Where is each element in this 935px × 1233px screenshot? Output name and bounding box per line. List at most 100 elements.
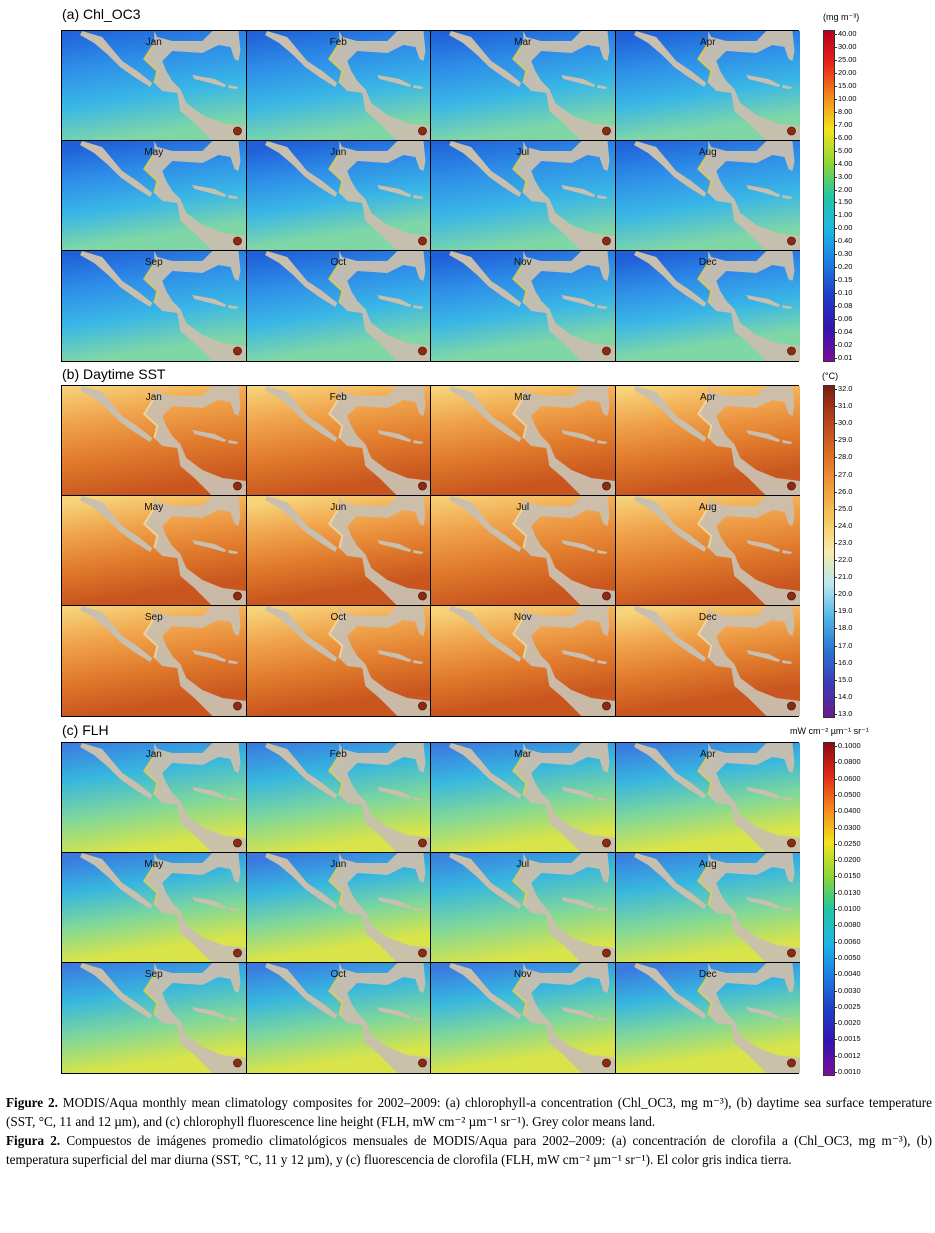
colorbar-ticks-flh: 0.1000 0.0800 0.0600 0.0500 0.0400 0.0300 0.02… bbox=[834, 742, 898, 1076]
colorbar-tick-label: 32.0 bbox=[833, 384, 853, 393]
colorbar-tick-label: 24.0 bbox=[833, 520, 853, 530]
map-tile: Mar bbox=[431, 31, 616, 141]
colorbar-tick-label: 0.01 bbox=[833, 353, 853, 362]
map-tile: Nov bbox=[431, 606, 616, 716]
map-tile: May bbox=[62, 853, 247, 963]
colorbar-tick-label: 0.0012 bbox=[834, 1050, 861, 1060]
map-tile: Oct bbox=[246, 606, 431, 716]
colorbar-tick-label: 27.0 bbox=[833, 469, 853, 479]
month-label: Aug bbox=[698, 147, 717, 158]
month-label: May bbox=[144, 147, 164, 158]
month-label: May bbox=[144, 859, 164, 870]
colorbar-tick-label: 40.00 bbox=[834, 29, 857, 38]
map-tile: Dec bbox=[615, 251, 800, 361]
map-tile: Nov bbox=[431, 251, 616, 361]
colorbar-tick-label: 21.0 bbox=[833, 572, 853, 582]
panel-label-sst: (b) Daytime SST bbox=[62, 366, 166, 382]
month-label: Feb bbox=[329, 37, 347, 48]
month-label: Jun bbox=[330, 859, 347, 870]
colorbar-tick-label: 8.00 bbox=[833, 106, 853, 116]
map-tile: Sep bbox=[62, 963, 247, 1073]
colorbar-tick-label: 13.0 bbox=[833, 709, 853, 718]
map-tile: Dec bbox=[615, 963, 800, 1073]
map-tile: Jan bbox=[62, 743, 247, 853]
month-label: Jul bbox=[516, 502, 530, 513]
month-label: Oct bbox=[330, 257, 347, 268]
colorbar-tick-label: 0.00 bbox=[833, 223, 853, 233]
colorbar-tick-label: 0.0150 bbox=[834, 871, 861, 881]
month-label: Feb bbox=[329, 392, 347, 403]
colorbar-tick-label: 0.0050 bbox=[834, 952, 861, 962]
panel-label-flh: (c) FLH bbox=[62, 722, 109, 738]
month-label: May bbox=[144, 502, 164, 513]
month-label: Jul bbox=[516, 859, 530, 870]
colorbar-tick-label: 0.04 bbox=[833, 327, 853, 337]
map-tile: Feb bbox=[246, 743, 431, 853]
month-label: Apr bbox=[699, 749, 716, 760]
month-label: Jun bbox=[330, 147, 347, 158]
colorbar-ticks-sst: 32.0 31.0 30.0 29.0 28.0 27.0 26.0 25.0 24.0 23.0… bbox=[833, 384, 898, 718]
colorbar-tick-label: 22.0 bbox=[833, 555, 853, 565]
colorbar-tick-label: 6.00 bbox=[833, 132, 853, 142]
map-tile: Feb bbox=[246, 386, 431, 496]
map-tile: Jul bbox=[431, 141, 616, 251]
colorbar-tick-label: 1.00 bbox=[833, 210, 853, 220]
colorbar-tick-label: 3.00 bbox=[833, 171, 853, 181]
colorbar-tick-label: 0.0500 bbox=[834, 789, 861, 799]
map-tile: Jun bbox=[246, 853, 431, 963]
caption: Figure 2. MODIS/Aqua monthly mean climat… bbox=[6, 1093, 932, 1169]
month-label: Mar bbox=[514, 749, 532, 760]
caption-es-label: Figura 2. bbox=[6, 1133, 61, 1148]
month-label: Mar bbox=[514, 392, 532, 403]
colorbar-tick-label: 0.0040 bbox=[834, 969, 861, 979]
colorbar-tick-label: 16.0 bbox=[833, 657, 853, 667]
colorbar-tick-label: 19.0 bbox=[833, 606, 853, 616]
colorbar-tick-label: 0.0025 bbox=[834, 1001, 861, 1011]
month-label: Jan bbox=[145, 749, 162, 760]
month-label: Aug bbox=[698, 859, 717, 870]
map-tile: Sep bbox=[62, 606, 247, 716]
map-tile: Aug bbox=[615, 496, 800, 606]
colorbar-tick-label: 5.00 bbox=[833, 145, 853, 155]
colorbar-tick-label: 18.0 bbox=[833, 623, 853, 633]
caption-spanish: Figura 2. Compuestos de imágenes promedi… bbox=[6, 1131, 932, 1169]
map-tile: Jul bbox=[431, 853, 616, 963]
colorbar-tick-label: 10.00 bbox=[834, 93, 857, 103]
map-tile: May bbox=[62, 141, 247, 251]
map-tile: Apr bbox=[615, 31, 800, 141]
map-tile: Nov bbox=[431, 963, 616, 1073]
month-label: Aug bbox=[698, 502, 717, 513]
month-label: Oct bbox=[330, 612, 347, 623]
month-label: Mar bbox=[514, 37, 532, 48]
map-tile: Sep bbox=[62, 251, 247, 361]
colorbar-tick-label: 1.50 bbox=[833, 197, 853, 207]
map-tile: Mar bbox=[431, 743, 616, 853]
colorbar-tick-label: 0.0400 bbox=[834, 806, 861, 816]
map-tile: Feb bbox=[246, 31, 431, 141]
colorbar-tick-label: 23.0 bbox=[833, 537, 853, 547]
colorbar-tick-label: 20.0 bbox=[833, 589, 853, 599]
colorbar-tick-label: 0.0250 bbox=[834, 838, 861, 848]
colorbar-tick-label: 0.0060 bbox=[834, 936, 861, 946]
month-label: Nov bbox=[513, 257, 532, 268]
map-tile: Jan bbox=[62, 386, 247, 496]
colorbar-tick-label: 31.0 bbox=[833, 401, 853, 411]
caption-english: Figure 2. MODIS/Aqua monthly mean climat… bbox=[6, 1093, 932, 1131]
colorbar-tick-label: 25.00 bbox=[834, 54, 857, 64]
colorbar-sst bbox=[823, 385, 835, 718]
month-label: Jun bbox=[330, 502, 347, 513]
colorbar-tick-label: 0.0020 bbox=[834, 1018, 861, 1028]
colorbar-tick-label: 0.0010 bbox=[834, 1067, 861, 1076]
colorbar-tick-label: 29.0 bbox=[833, 435, 853, 445]
colorbar-tick-label: 0.0080 bbox=[834, 920, 861, 930]
map-tile: Jun bbox=[246, 496, 431, 606]
month-label: Dec bbox=[698, 969, 717, 980]
colorbar-chl bbox=[823, 30, 835, 362]
colorbar-ticks-chl: 40.00 30.00 25.00 20.00 15.00 10.00 8.00 7.00 6.… bbox=[833, 29, 898, 362]
month-label: Sep bbox=[144, 257, 163, 268]
colorbar-tick-label: 20.00 bbox=[834, 67, 857, 77]
colorbar-tick-label: 0.0015 bbox=[834, 1034, 861, 1044]
colorbar-tick-label: 0.0030 bbox=[834, 985, 861, 995]
month-label: Apr bbox=[699, 392, 716, 403]
map-tile: Jul bbox=[431, 496, 616, 606]
